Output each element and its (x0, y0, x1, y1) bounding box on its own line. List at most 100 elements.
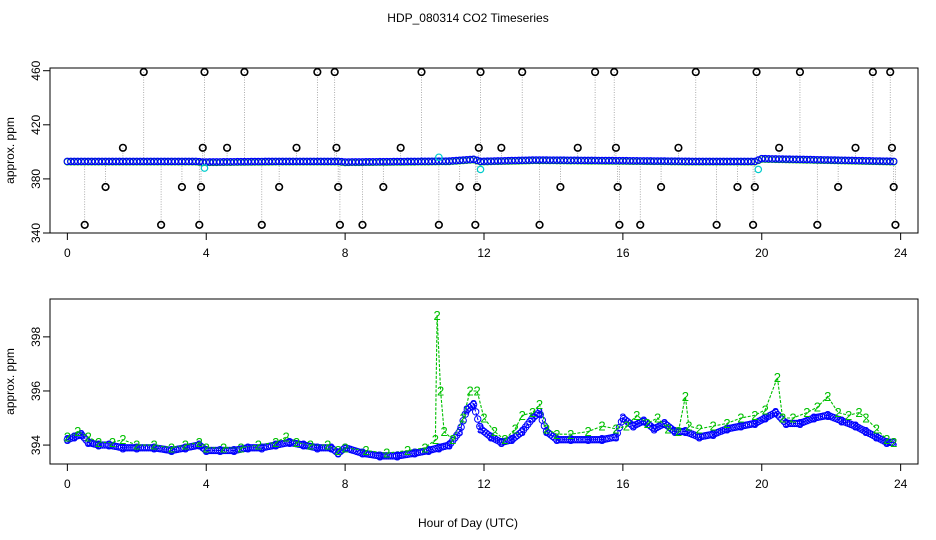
series-marker-2: 2 (272, 435, 279, 450)
series-marker-2: 2 (133, 438, 140, 453)
baseline-point (747, 157, 756, 166)
series-marker-3: 3 (508, 432, 515, 447)
y-tick-label: 420 (29, 114, 43, 134)
raw-outlier-point (775, 143, 784, 152)
series-marker-2: 2 (890, 435, 897, 450)
series-marker-3: 3 (630, 419, 637, 434)
plot-frame (49, 67, 919, 234)
raw-outlier-point (292, 143, 301, 152)
figure-title: HDP_080314 CO2 Timeseries (387, 11, 548, 25)
raw-outlier-point (813, 220, 822, 229)
series-marker-2: 2 (168, 440, 175, 455)
baseline-point (445, 157, 454, 165)
series-marker-2: 2 (685, 419, 692, 434)
raw-outlier-point (434, 220, 443, 229)
raw-outlier-point (556, 182, 565, 192)
raw-outlier-point (891, 220, 900, 229)
series-point (457, 423, 465, 431)
raw-outlier-point (396, 143, 405, 152)
raw-outlier-point (851, 143, 860, 152)
series-marker-2: 2 (774, 370, 781, 385)
baseline-point (452, 156, 460, 165)
raw-outlier-point (834, 182, 843, 192)
baseline-point (195, 157, 204, 166)
baseline-point (442, 157, 450, 165)
x-tick-label: 20 (755, 477, 769, 491)
series-marker-3: 3 (477, 421, 484, 436)
series-marker-2: 2 (282, 430, 289, 445)
series-marker-3: 3 (258, 440, 265, 455)
baseline-point (330, 157, 339, 166)
baseline-point (754, 156, 763, 164)
series-marker-2: 2 (237, 440, 244, 455)
series-marker-2: 2 (529, 405, 536, 420)
raw-outlier-point (887, 143, 897, 152)
raw-outlier-point (674, 143, 683, 152)
series-marker-2: 2 (664, 421, 671, 436)
series-marker-2: 2 (814, 400, 821, 415)
series-point (469, 400, 478, 409)
raw-outlier-point (591, 67, 600, 77)
series-marker-3: 3 (696, 430, 703, 445)
raw-outlier-point (573, 143, 582, 152)
series-point (532, 411, 540, 420)
series-marker-2: 2 (404, 443, 411, 458)
series-marker-2: 2 (437, 384, 444, 399)
raw-outlier-point (157, 220, 166, 229)
series-marker-2: 2 (383, 446, 390, 461)
series-marker-3: 3 (342, 440, 349, 455)
series-marker-3: 3 (519, 424, 526, 439)
series-marker-3: 3 (335, 446, 342, 461)
raw-outlier-point (610, 67, 619, 77)
cyan-point (435, 153, 443, 162)
x-tick-label: 12 (477, 246, 491, 260)
series-marker-2: 2 (789, 411, 796, 426)
raw-outlier-point (417, 67, 426, 77)
series-marker-3: 3 (314, 440, 321, 455)
series-marker-2: 2 (293, 435, 300, 450)
raw-outlier-point (474, 143, 483, 152)
series-marker-3: 3 (286, 435, 293, 450)
series-marker-3: 3 (619, 411, 626, 426)
baseline-point (751, 157, 759, 166)
series-marker-3: 3 (751, 416, 758, 431)
series-marker-3: 3 (64, 432, 71, 447)
series-marker-2: 2 (536, 397, 543, 412)
series-marker-3: 3 (529, 411, 536, 426)
x-tick-label: 24 (894, 246, 908, 260)
series-marker-2: 2 (567, 427, 574, 442)
raw-outlier-point (868, 67, 877, 77)
series-marker-2: 2 (682, 389, 689, 404)
series-marker-3: 3 (272, 438, 279, 453)
series-marker-3: 3 (105, 438, 112, 453)
series-marker-3: 3 (182, 440, 189, 455)
series-marker-3: 3 (446, 438, 453, 453)
raw-outlier-point (636, 220, 645, 229)
series-marker-3: 3 (612, 430, 619, 445)
y-tick-label: 394 (29, 435, 43, 455)
series-marker-3: 3 (772, 405, 779, 420)
series-marker-3: 3 (411, 446, 418, 461)
series-point (888, 438, 897, 447)
series-marker-3: 3 (710, 427, 717, 442)
y-axis-title: approx. ppm (3, 117, 17, 184)
raw-outlier-point (471, 220, 480, 229)
series-marker-3: 3 (168, 443, 175, 458)
raw-outlier-point (886, 67, 895, 77)
raw-outlier-point (712, 220, 721, 229)
raw-outlier-point (177, 182, 187, 192)
series-marker-2: 2 (449, 432, 456, 447)
series-marker-3: 3 (651, 421, 658, 436)
series-marker-3: 3 (585, 432, 592, 447)
series-marker-2: 2 (491, 424, 498, 439)
raw-outlier-point (330, 67, 339, 77)
raw-outlier-point (257, 220, 266, 229)
x-tick-label: 16 (616, 246, 630, 260)
raw-outlier-point (455, 182, 464, 192)
series-marker-3: 3 (852, 419, 859, 434)
x-tick-label: 20 (755, 246, 769, 260)
raw-outlier-point (222, 143, 232, 152)
series-point (517, 428, 526, 436)
series-marker-2: 2 (151, 438, 158, 453)
series-point (444, 441, 453, 449)
